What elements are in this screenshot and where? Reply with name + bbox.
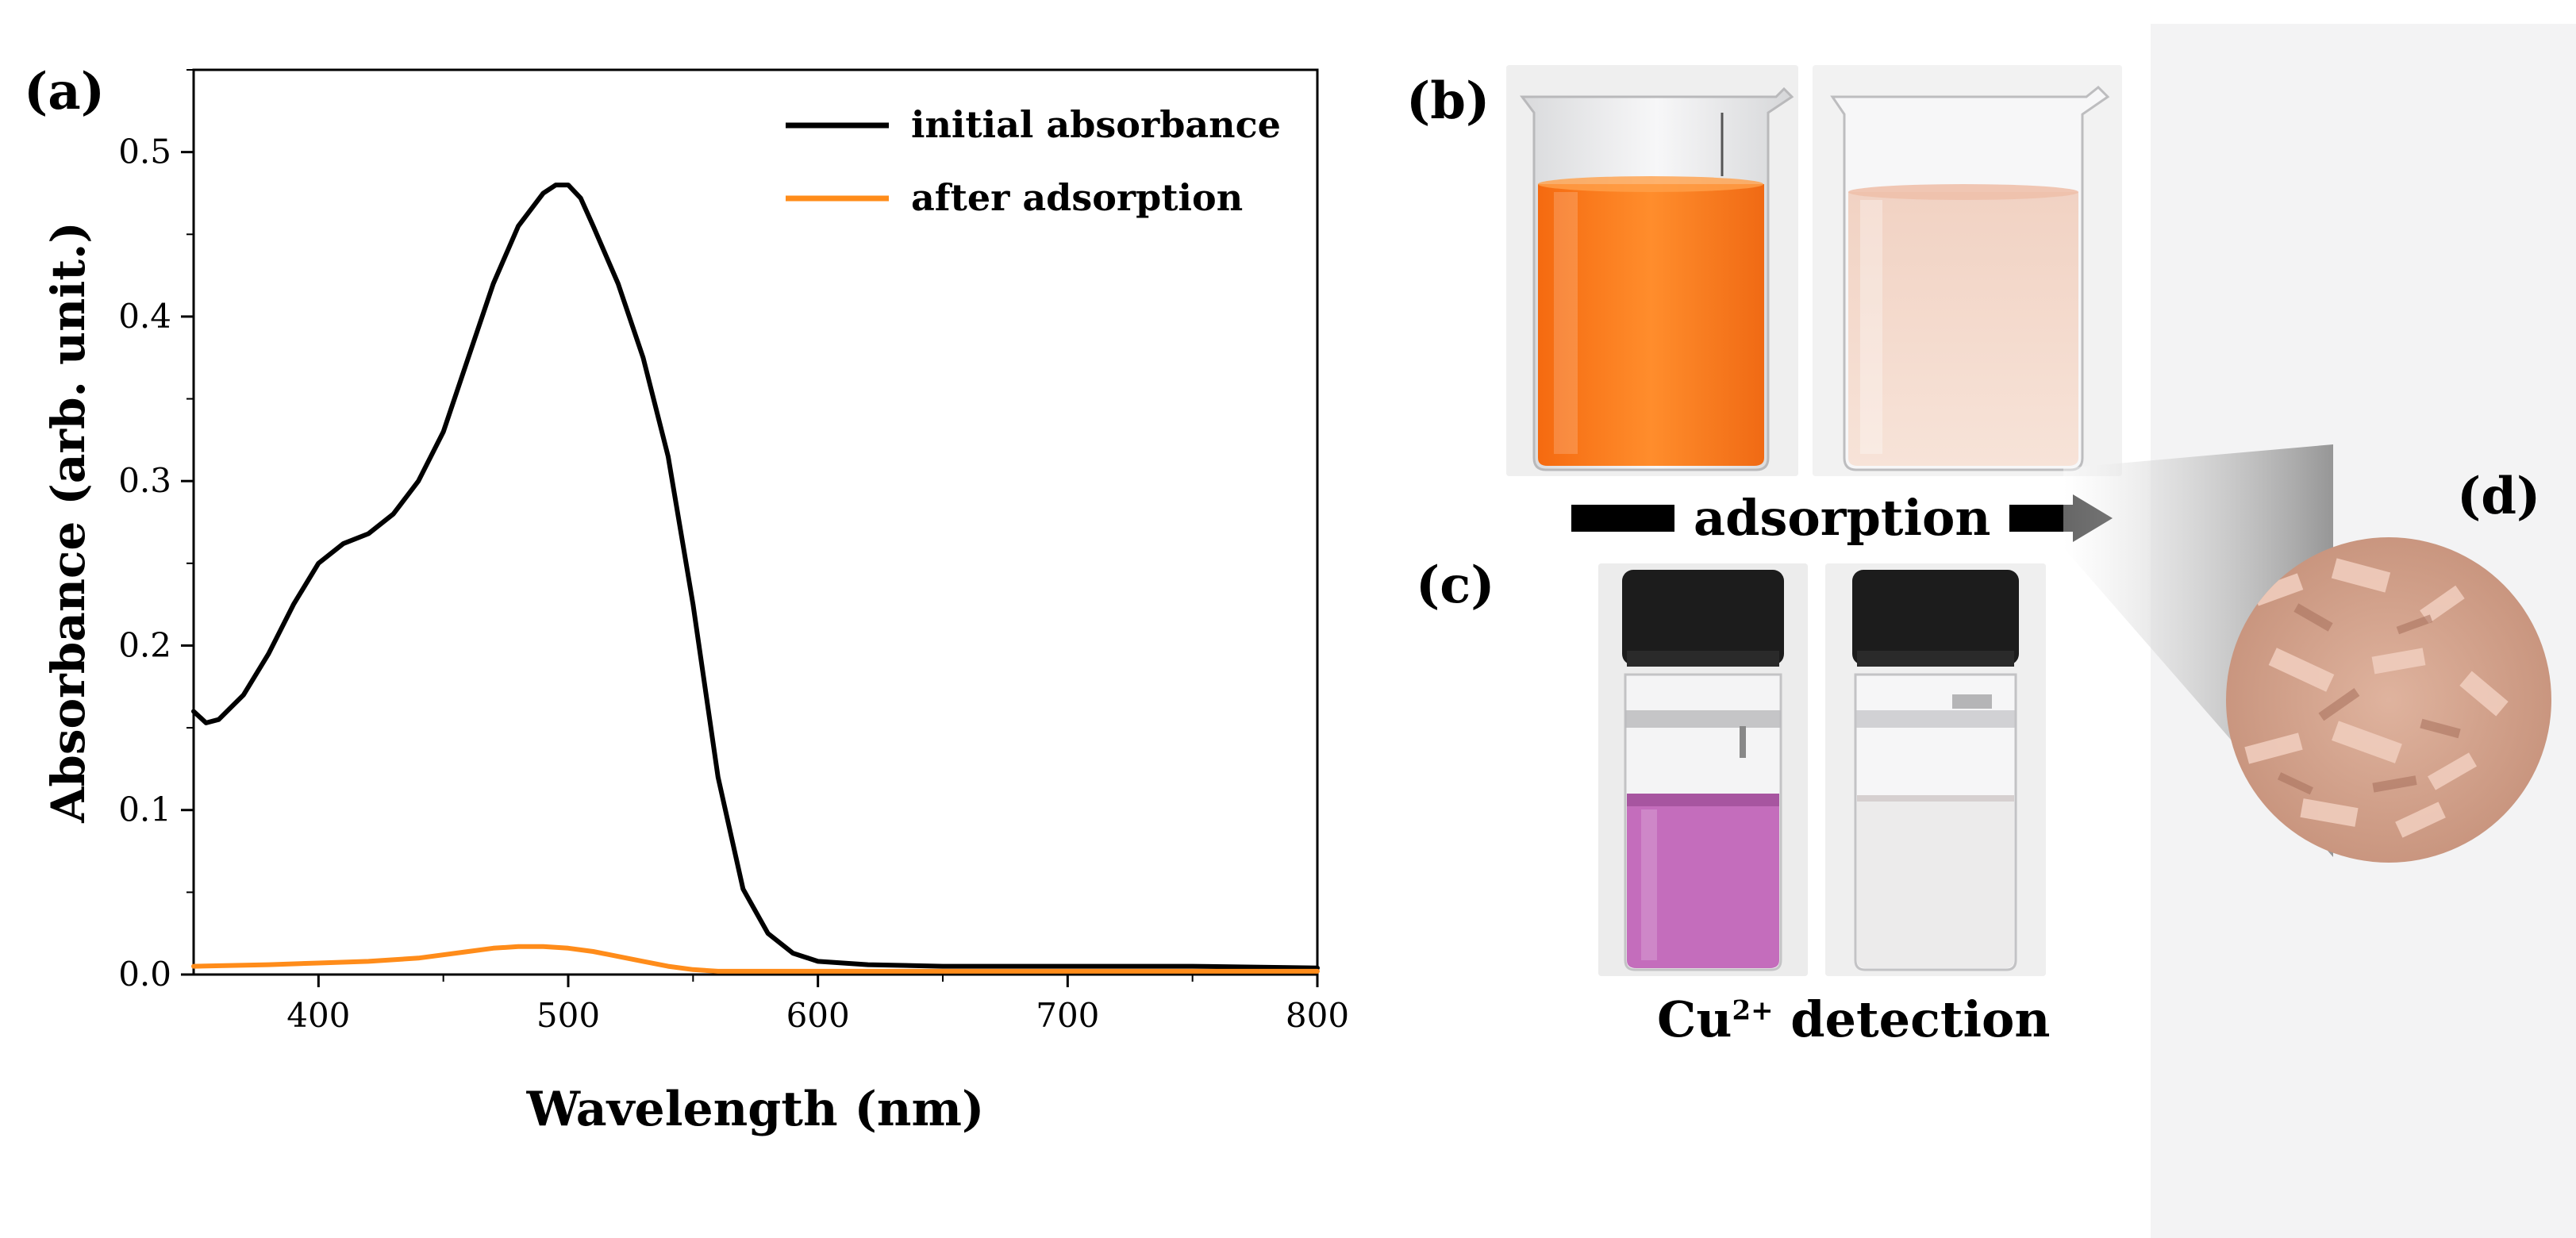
panel-b-label: (b): [1406, 71, 1490, 131]
x-tick-label: 600: [786, 996, 850, 1035]
y-tick-label: 0.2: [118, 625, 171, 664]
adsorption-arrow: adsorption: [1571, 489, 2113, 547]
beaker-before-image: [1506, 65, 1798, 476]
arrow-tail: [1571, 504, 1674, 532]
panel-c-label: (c): [1416, 556, 1495, 615]
cu-ion-base: Cu: [1657, 990, 1732, 1048]
cu-detection-caption: Cu2+ detection: [1657, 990, 2050, 1048]
legend-label-0: initial absorbance: [911, 103, 1281, 146]
beaker-after-photo: [1813, 65, 2122, 476]
detection-word: detection: [1790, 990, 2051, 1048]
vial-purple-image: [1598, 563, 1808, 976]
cu-ion-charge: 2+: [1732, 994, 1774, 1027]
series-line-0: [191, 183, 1320, 971]
y-tick-label: 0.1: [118, 790, 171, 829]
absorbance-chart: 400 500 600 700 800 0.0 0.1 0.2 0.3 0.4 0.5 Wavelen…: [41, 68, 1349, 1137]
y-axis-title: Absorbance (arb. unit.): [41, 221, 95, 823]
y-tick-label: 0.4: [118, 297, 171, 336]
arrow-shaft: [2009, 504, 2074, 532]
vial-clear-photo: [1825, 563, 2046, 976]
plot-frame: [192, 68, 1319, 976]
x-axis-title: Wavelength (nm): [526, 1082, 985, 1137]
vial-purple-photo: [1598, 563, 1808, 976]
y-tick-label: 0.3: [118, 461, 171, 500]
series-line-1: [191, 944, 1320, 974]
x-tick-label: 500: [536, 996, 600, 1035]
beaker-before-photo: [1506, 65, 1798, 476]
legend-label-1: after adsorption: [911, 176, 1243, 219]
y-tick-label: 0.5: [118, 133, 171, 171]
x-tick-label: 700: [1036, 996, 1099, 1035]
vial-clear-image: [1825, 563, 2046, 976]
panel-d-label: (d): [2457, 467, 2541, 526]
x-tick-label: 400: [286, 996, 350, 1035]
x-tick-label: 800: [1286, 996, 1349, 1035]
y-tick-label: 0.0: [118, 955, 171, 994]
beaker-after-image: [1813, 65, 2122, 476]
powder-magnified: [2226, 537, 2551, 863]
panel-a-label: (a): [24, 62, 106, 121]
adsorption-caption: adsorption: [1694, 489, 1991, 547]
